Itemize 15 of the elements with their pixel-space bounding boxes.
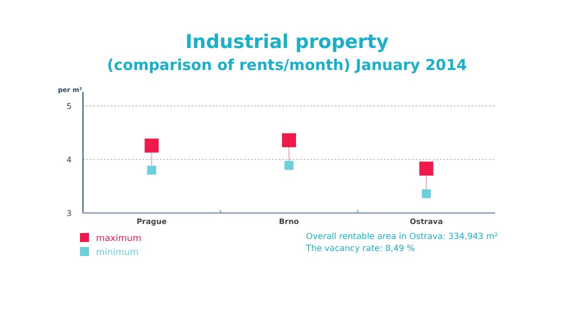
- point: [144, 138, 159, 153]
- legend-label: minimum: [96, 248, 139, 258]
- text: The vacancy rate: 8,49 %: [305, 244, 415, 254]
- text: Overall rentable area in Ostrava: 334,943 m²: [306, 232, 498, 242]
- chart-subtitle: (comparison of rents/month) January 2014: [107, 56, 467, 74]
- legend-label: maximum: [96, 234, 142, 244]
- point: [419, 162, 434, 176]
- point: [422, 189, 431, 198]
- point: [282, 133, 296, 148]
- y-tick-label: 4: [66, 155, 72, 164]
- point: [284, 160, 294, 170]
- y-tick-label: 3: [66, 208, 72, 218]
- point: [147, 166, 156, 175]
- y-tick-label: 5: [66, 102, 72, 111]
- chart-title: Industrial property: [185, 31, 390, 53]
